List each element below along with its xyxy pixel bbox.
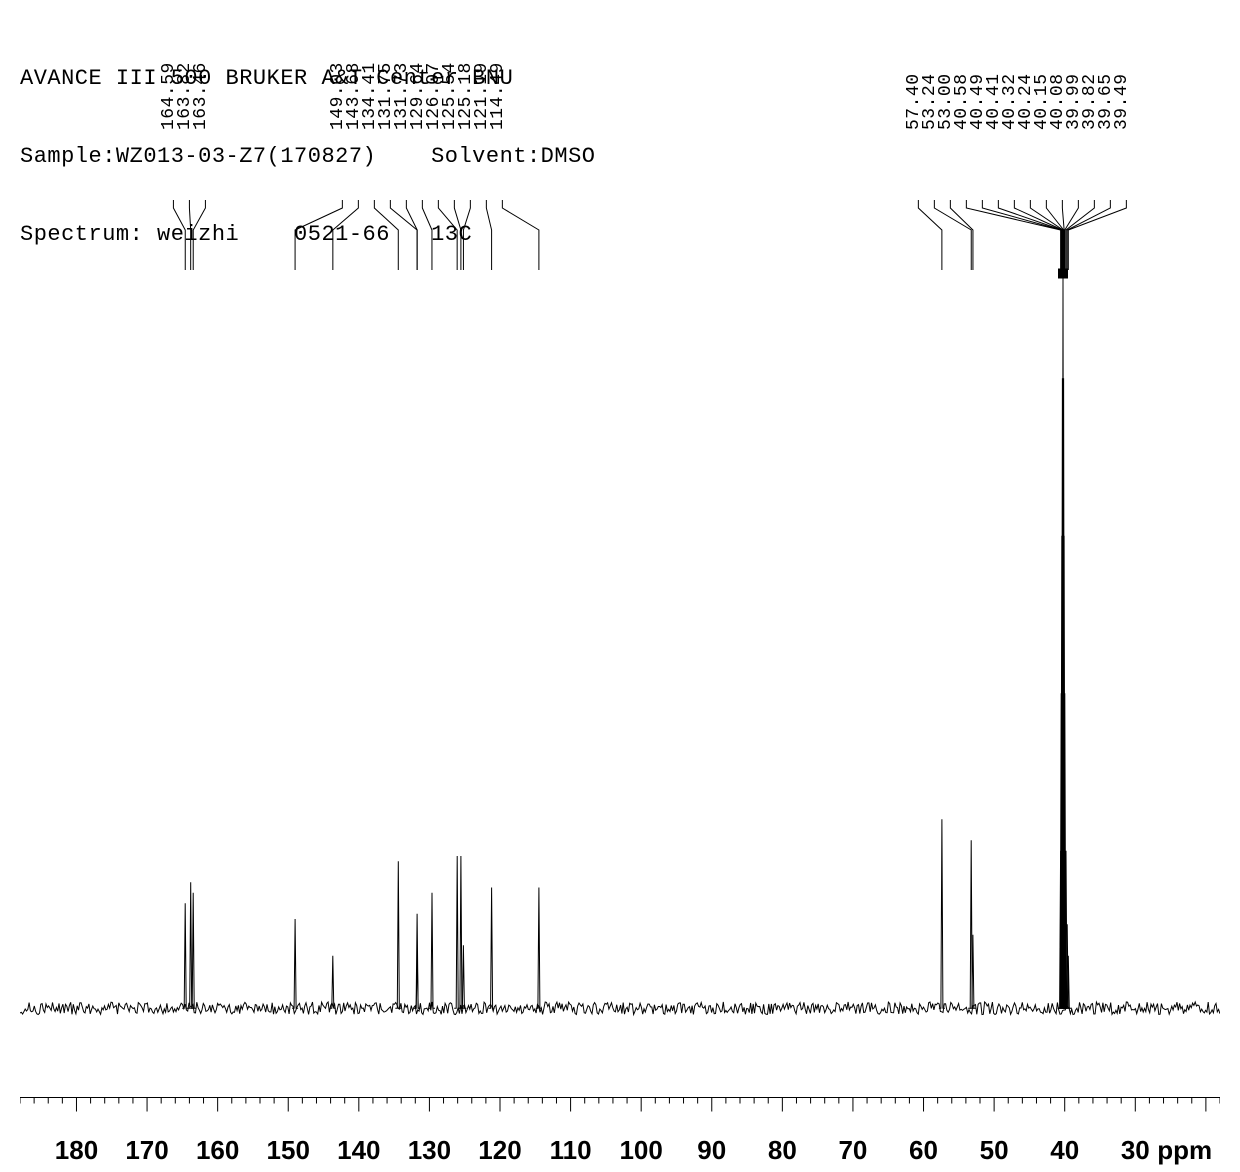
- axis-tick-label: 110: [550, 1135, 592, 1166]
- axis-tick-label: 150: [267, 1135, 310, 1166]
- peak-ppm-label: 163.46: [191, 62, 211, 130]
- axis-tick-label: 130: [408, 1135, 451, 1166]
- axis-tick-label: 40: [1050, 1135, 1079, 1166]
- axis-tick-label: 120: [478, 1135, 521, 1166]
- header-line-1: AVANCE III 500 BRUKER A&T Center BNU: [20, 66, 596, 92]
- axis-tick-label: 70: [838, 1135, 867, 1166]
- axis-tick-label: 160: [196, 1135, 239, 1166]
- plot-area: 164.59163.82163.46149.03143.68134.41131.…: [20, 100, 1220, 1150]
- axis-unit-label: ppm: [1157, 1135, 1212, 1166]
- axis-tick-label: 170: [125, 1135, 168, 1166]
- nmr-spectrum-page: AVANCE III 500 BRUKER A&T Center BNU Sam…: [0, 0, 1240, 1172]
- axis-tick-label: 60: [909, 1135, 938, 1166]
- axis-tick-label: 80: [768, 1135, 797, 1166]
- axis-tick-label: 180: [55, 1135, 98, 1166]
- axis-tick-label: 90: [697, 1135, 726, 1166]
- peak-ppm-label: 39.49: [1112, 73, 1132, 130]
- axis-tick-label: 30: [1121, 1135, 1150, 1166]
- peak-label-region: 164.59163.82163.46149.03143.68134.41131.…: [20, 100, 1220, 270]
- axis-tick-label: 100: [619, 1135, 662, 1166]
- axis-tick-label: 50: [980, 1135, 1009, 1166]
- peak-ppm-label: 114.49: [488, 62, 508, 130]
- axis-tick-label: 140: [337, 1135, 380, 1166]
